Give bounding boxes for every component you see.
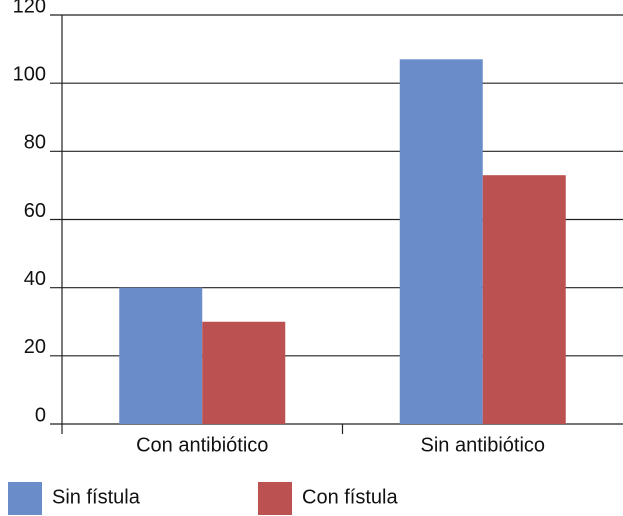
y-tick-label: 120 bbox=[13, 0, 46, 17]
y-tick-label: 80 bbox=[24, 132, 46, 154]
bar bbox=[482, 175, 566, 424]
y-tick-label: 0 bbox=[35, 404, 46, 426]
y-tick-label: 20 bbox=[24, 336, 46, 358]
legend-swatch bbox=[258, 482, 292, 515]
y-tick-label: 60 bbox=[24, 200, 46, 222]
legend-label: Con fístula bbox=[302, 486, 398, 508]
legend-label: Sin fístula bbox=[52, 486, 141, 508]
y-tick-label: 100 bbox=[13, 63, 46, 85]
bar bbox=[202, 321, 286, 424]
legend-swatch bbox=[8, 482, 42, 515]
y-tick-label: 40 bbox=[24, 268, 46, 290]
bar bbox=[399, 59, 483, 424]
x-tick-label: Con antibiótico bbox=[136, 434, 268, 456]
bar bbox=[119, 287, 203, 424]
x-tick-label: Sin antibiótico bbox=[420, 434, 545, 456]
